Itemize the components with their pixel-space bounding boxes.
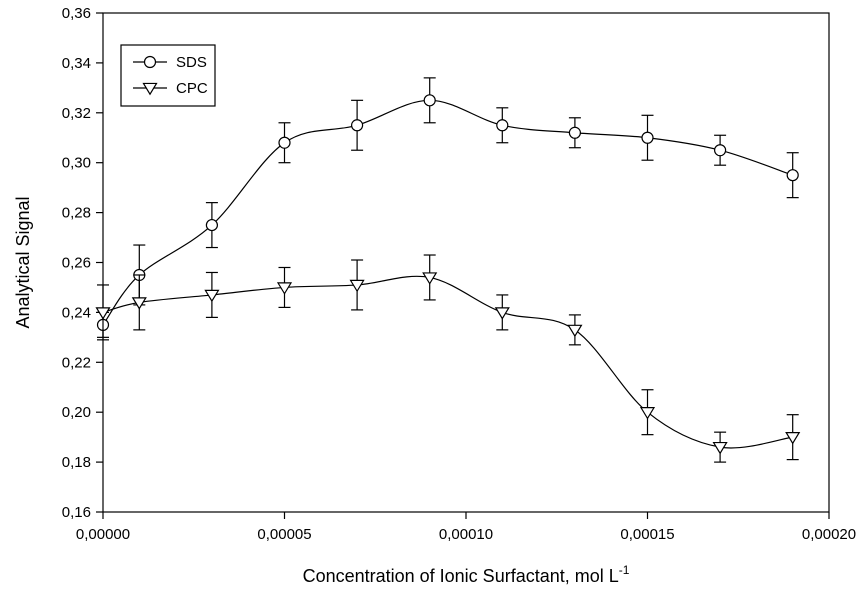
data-point [349,279,365,293]
data-point [95,307,111,320]
y-tick-label: 0,34 [62,55,91,72]
data-point [205,218,218,232]
legend: SDS CPC [120,44,216,107]
y-tick-label: 0,16 [62,504,91,521]
data-point [423,94,436,107]
legend-label: SDS [176,54,207,71]
data-point [568,126,582,139]
data-point [786,169,799,182]
x-axis-title-text: Concentration of Ionic Surfactant, mol L [303,566,619,586]
data-point [278,136,291,149]
data-point [276,282,293,295]
legend-item-cpc: CPC [133,80,208,97]
x-tick-label: 0,00005 [257,526,311,543]
y-tick-label: 0,30 [62,155,91,172]
data-point [567,324,583,338]
x-tick-label: 0,00020 [802,526,856,543]
x-tick-label: 0,00015 [620,526,674,543]
y-tick-label: 0,28 [62,205,91,222]
legend-box [120,44,216,107]
series-sds [96,77,799,338]
legend-label: CPC [176,80,208,97]
legend-item-sds: SDS [133,54,207,71]
y-tick-label: 0,18 [62,454,91,471]
series-cpc [95,254,801,463]
data-point [712,441,728,455]
x-tick-label: 0,00010 [439,526,493,543]
y-tick-label: 0,26 [62,255,91,272]
y-tick-label: 0,20 [62,404,91,421]
y-tick-label: 0,32 [62,105,91,122]
data-point [131,297,147,310]
data-point [639,407,656,420]
x-tick-label: 0,00000 [76,526,130,543]
data-point [494,307,510,320]
y-tick-label: 0,36 [62,5,91,22]
data-point [204,289,220,303]
series-line [102,275,793,449]
data-point [713,144,727,157]
y-axis-title: Analytical Signal [13,196,33,328]
data-point [496,119,509,132]
series-layer [95,77,801,463]
legend-marker [142,82,158,96]
y-tick-label: 0,22 [62,354,91,371]
y-tick-label: 0,24 [62,304,91,321]
x-axis-title: Concentration of Ionic Surfactant, mol L… [303,563,630,586]
data-point [785,432,801,445]
plot-axes: 0,00000 0,00005 0,00010 0,00015 0,00020 0,16 0… [62,5,856,543]
legend-marker [143,55,157,69]
data-point [351,119,364,132]
data-point [641,131,654,144]
data-point [422,272,438,285]
x-axis-title-superscript: -1 [619,563,630,577]
